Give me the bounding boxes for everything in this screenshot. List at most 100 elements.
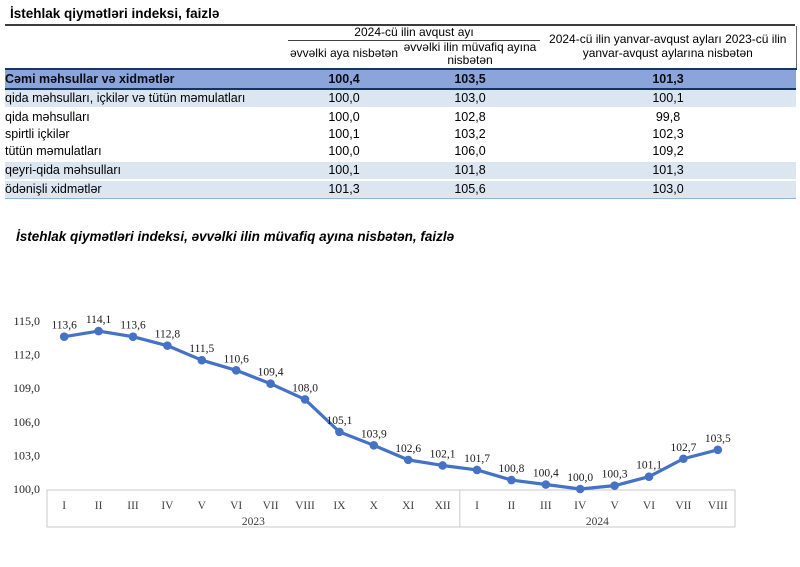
row-label: qida məhsulları [5, 109, 90, 124]
row-value: 101,8 [454, 162, 486, 177]
page-title: İstehlak qiymətləri indeksi, faizlə [10, 6, 220, 21]
data-point-label: 103,9 [361, 428, 387, 440]
year-label: 2023 [242, 516, 265, 528]
data-point-label: 100,8 [498, 463, 524, 475]
y-axis-tick-label: 115,0 [13, 314, 40, 328]
cpi-table-body: Cəmi məhsullar və xidmətlər 100,4 103,5 101… [5, 68, 796, 198]
row-value: 100,4 [328, 71, 360, 86]
chart-title: İstehlak qiymətləri indeksi, əvvəlki ili… [16, 228, 455, 244]
data-point-label: 110,6 [223, 353, 249, 365]
axis-box [46, 489, 736, 528]
row-value: 100,0 [328, 90, 360, 105]
table-row: tütün məmulatları 100,0 106,0 109,2 [5, 142, 796, 161]
month-label: V [610, 500, 619, 512]
line-series [62, 329, 720, 491]
month-label: VI [643, 500, 655, 512]
row-label: tütün məmulatları [5, 143, 102, 158]
table-row: qida məhsulları, içkilər və tütün məmula… [5, 88, 796, 108]
month-label: II [508, 500, 516, 512]
row-value: 109,2 [652, 143, 684, 158]
data-point [507, 475, 516, 485]
data-point [610, 481, 619, 490]
header-vs-same-month-prev-year: əvvəlki ilin müvafiq ayına nisbətən [403, 39, 537, 67]
data-point [541, 480, 551, 489]
y-axis-tick-label: 103,0 [13, 448, 40, 462]
row-value: 101,3 [652, 162, 684, 177]
data-point [644, 472, 654, 481]
header-jan-aug: 2024-cü ilin yanvar-avqust ayları 2023-c… [540, 26, 797, 69]
data-point [231, 365, 241, 375]
row-label: Cəmi məhsullar və xidmətlər [5, 71, 175, 86]
row-label: qida məhsulları, içkilər və tütün məmula… [5, 90, 246, 105]
row-value: 100,1 [328, 162, 360, 177]
row-value: 100,0 [328, 109, 360, 124]
cpi-table-header: 2024-cü ilin avqust ayı 2024-cü ilin yan… [5, 25, 797, 69]
cpi-table: 2024-cü ilin avqust ayı 2024-cü ilin yan… [5, 25, 797, 199]
data-point [266, 379, 275, 389]
title-block: İstehlak qiymətləri indeksi, faizlə [5, 5, 795, 26]
month-label: III [127, 500, 139, 512]
row-value: 105,6 [454, 181, 486, 196]
data-point [163, 341, 172, 350]
row-value: 103,0 [652, 181, 684, 196]
data-point-label: 101,7 [464, 453, 490, 465]
y-axis-tick-label: 109,0 [13, 381, 40, 395]
header-empty-cell [5, 26, 288, 69]
data-point-label: 100,4 [533, 468, 559, 480]
month-label: III [540, 500, 552, 512]
data-point-label: 102,1 [430, 448, 456, 460]
month-label: IV [161, 500, 174, 512]
month-label: VI [230, 500, 242, 512]
data-point [679, 454, 688, 464]
data-point-label: 102,6 [395, 443, 421, 455]
row-value: 101,3 [652, 71, 684, 86]
month-label: II [95, 500, 103, 512]
data-point [94, 326, 103, 336]
data-point-label: 109,4 [258, 367, 284, 379]
month-label: I [62, 500, 66, 512]
data-point-label: 103,5 [705, 433, 731, 445]
row-value: 103,2 [454, 126, 486, 141]
y-axis-tick-label: 106,0 [13, 415, 40, 429]
data-point [300, 395, 310, 404]
table-row: Cəmi məhsullar və xidmətlər 100,4 103,5 101… [5, 68, 796, 89]
row-value: 103,5 [454, 71, 486, 86]
row-value: 100,0 [328, 143, 360, 158]
row-value: 106,0 [454, 143, 486, 158]
data-point [403, 455, 413, 465]
data-point-label: 111,5 [189, 343, 214, 355]
month-label: V [198, 500, 207, 512]
row-value: 100,1 [652, 90, 684, 105]
data-point [335, 427, 344, 437]
data-point [575, 484, 585, 494]
data-point [59, 332, 69, 341]
data-point-label: 113,6 [120, 320, 146, 332]
data-point [438, 461, 447, 470]
month-label: IV [574, 500, 587, 512]
data-point-label: 112,8 [155, 329, 181, 341]
row-value: 101,3 [328, 181, 360, 196]
data-point [197, 355, 207, 365]
month-label: XII [435, 500, 451, 512]
year-label: 2024 [586, 516, 609, 528]
table-row: ödənişli xidmətlər 101,3 105,6 103,0 [5, 179, 796, 198]
data-point-label: 113,6 [51, 320, 77, 332]
month-label: VIII [295, 500, 315, 512]
data-point-label: 108,0 [292, 382, 318, 394]
y-axis-tick-label: 100,0 [13, 482, 40, 496]
row-value: 100,1 [328, 126, 360, 141]
month-label: VIII [708, 500, 728, 512]
month-label: XI [402, 500, 414, 512]
month-label: VII [675, 500, 691, 512]
data-point-label: 100,0 [567, 472, 593, 484]
data-point-label: 105,1 [326, 415, 352, 427]
row-value: 102,8 [454, 109, 486, 124]
month-label: X [370, 500, 379, 512]
row-label: spirtli içkilər [5, 126, 70, 141]
row-value: 102,3 [652, 126, 684, 141]
header-group-august: 2024-cü ilin avqust ayı [288, 25, 540, 41]
data-point-label: 102,7 [670, 442, 696, 454]
data-point-label: 114,1 [86, 314, 112, 326]
